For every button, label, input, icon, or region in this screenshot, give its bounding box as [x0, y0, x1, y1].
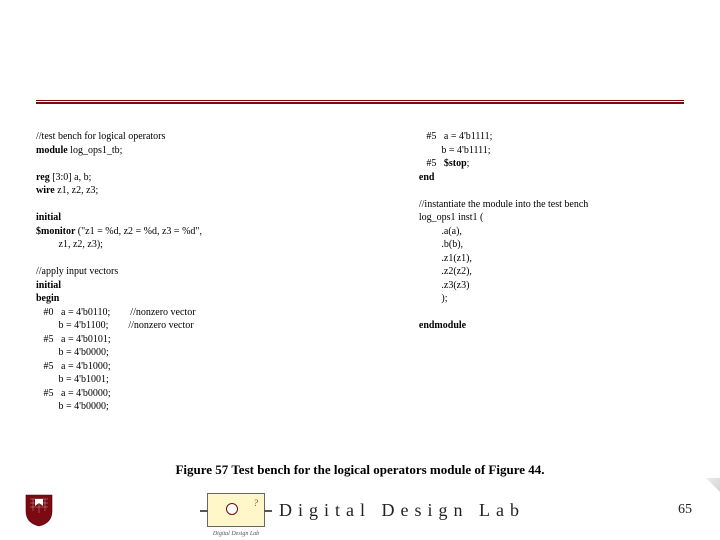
- code-line: .a(a),: [419, 225, 684, 239]
- code-line: .z3(z3): [419, 279, 684, 293]
- code-line: b = 4'b0000;: [36, 400, 399, 414]
- code-line: #0 a = 4'b0110; //nonzero vector: [36, 306, 399, 320]
- code-line: #5 a = 4'b0000;: [36, 387, 399, 401]
- code-line: #5 a = 4'b1111;: [419, 130, 684, 144]
- code-line: );: [419, 292, 684, 306]
- code-line: log_ops1 inst1 (: [419, 211, 684, 225]
- shield-icon: [24, 493, 54, 527]
- brand-text: Digital Design Lab: [279, 500, 525, 521]
- code-line: begin: [36, 292, 399, 306]
- code-line: b = 4'b1100; //nonzero vector: [36, 319, 399, 333]
- code-columns: //test bench for logical operatorsmodule…: [36, 130, 684, 414]
- figure-caption: Figure 57 Test bench for the logical ope…: [0, 462, 720, 478]
- code-line: b = 4'b1111;: [419, 144, 684, 158]
- code-line: b = 4'b0000;: [36, 346, 399, 360]
- code-line: .b(b),: [419, 238, 684, 252]
- code-line: //instantiate the module into the test b…: [419, 198, 684, 212]
- code-line: [419, 306, 684, 320]
- footer: ? Digital Design Lab Digital Design Lab …: [0, 488, 720, 532]
- footer-center: ? Digital Design Lab Digital Design Lab: [207, 493, 525, 527]
- code-line: endmodule: [419, 319, 684, 333]
- code-line: b = 4'b1001;: [36, 373, 399, 387]
- code-line: reg [3:0] a, b;: [36, 171, 399, 185]
- code-line: z1, z2, z3);: [36, 238, 399, 252]
- code-line: .z2(z2),: [419, 265, 684, 279]
- code-column-right: #5 a = 4'b1111; b = 4'b1111; #5 $stop;en…: [419, 130, 684, 414]
- chip-icon: ? Digital Design Lab: [207, 493, 265, 527]
- code-line: //apply input vectors: [36, 265, 399, 279]
- code-line: .z1(z1),: [419, 252, 684, 266]
- code-line: end: [419, 171, 684, 185]
- code-line: initial: [36, 279, 399, 293]
- code-line: #5 a = 4'b0101;: [36, 333, 399, 347]
- chip-label: Digital Design Lab: [208, 531, 264, 537]
- code-line: //test bench for logical operators: [36, 130, 399, 144]
- code-line: #5 $stop;: [419, 157, 684, 171]
- code-line: initial: [36, 211, 399, 225]
- code-line: #5 a = 4'b1000;: [36, 360, 399, 374]
- code-line: $monitor ("z1 = %d, z2 = %d, z3 = %d",: [36, 225, 399, 239]
- chip-q: ?: [254, 498, 259, 508]
- code-line: [36, 198, 399, 212]
- header-rule: [36, 100, 684, 104]
- code-line: wire z1, z2, z3;: [36, 184, 399, 198]
- code-line: [36, 252, 399, 266]
- page-number: 65: [678, 502, 692, 518]
- code-column-left: //test bench for logical operatorsmodule…: [36, 130, 399, 414]
- code-line: module log_ops1_tb;: [36, 144, 399, 158]
- code-line: [419, 184, 684, 198]
- code-line: [36, 157, 399, 171]
